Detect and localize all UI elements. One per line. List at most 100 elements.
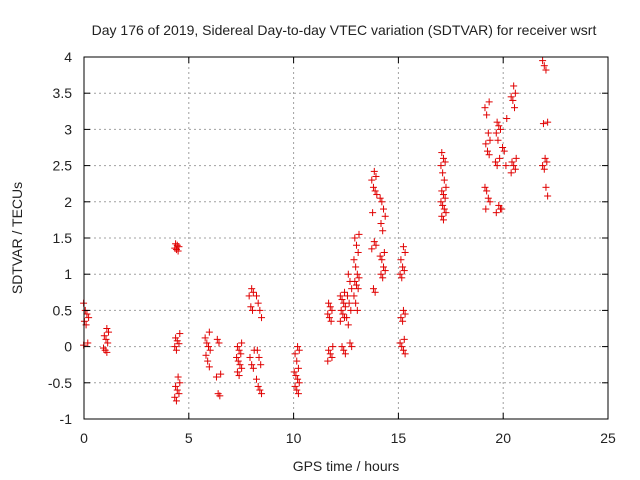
- data-point: [256, 386, 264, 394]
- data-point: [100, 332, 108, 340]
- data-point: [206, 346, 214, 354]
- data-point: [102, 335, 110, 343]
- data-point: [248, 361, 256, 369]
- data-point: [338, 343, 346, 351]
- y-tick-label: 1.5: [53, 230, 73, 246]
- data-point: [482, 140, 490, 148]
- data-point: [380, 248, 388, 256]
- data-point: [512, 154, 520, 162]
- grid-lines: [84, 57, 608, 419]
- data-point: [172, 334, 180, 342]
- data-point: [543, 158, 551, 166]
- data-point: [399, 263, 407, 271]
- data-point: [441, 194, 449, 202]
- data-point: [294, 343, 302, 351]
- data-point: [401, 248, 409, 256]
- data-point: [172, 240, 180, 248]
- data-point: [249, 364, 257, 372]
- data-point: [345, 299, 353, 307]
- data-point: [237, 350, 245, 358]
- data-point: [352, 241, 360, 249]
- y-tick-label: 3: [64, 121, 72, 137]
- data-point: [172, 397, 180, 405]
- data-point: [353, 306, 361, 314]
- y-axis-tick-labels: -1 -0.5 0 0.5 1 1.5 2 2.5 3 3.5 4: [48, 49, 72, 427]
- data-point: [238, 364, 246, 372]
- data-point: [341, 303, 349, 311]
- data-point: [205, 328, 213, 336]
- data-point: [499, 144, 507, 151]
- data-point: [343, 314, 351, 322]
- data-point: [295, 346, 303, 354]
- data-point: [496, 125, 504, 133]
- data-point: [483, 147, 491, 155]
- data-point: [355, 274, 363, 282]
- data-point: [503, 115, 511, 123]
- data-point: [292, 372, 300, 380]
- data-point: [442, 183, 450, 191]
- data-point: [327, 317, 335, 325]
- data-point: [438, 149, 446, 157]
- data-point: [399, 317, 407, 325]
- data-point: [539, 57, 547, 65]
- data-point: [493, 118, 501, 126]
- data-point: [379, 227, 387, 235]
- data-point: [173, 386, 181, 394]
- data-point: [397, 256, 405, 264]
- data-point: [378, 198, 386, 206]
- data-point: [256, 306, 264, 314]
- data-point: [486, 136, 494, 144]
- data-point: [498, 205, 506, 213]
- data-point: [103, 325, 111, 332]
- x-axis-tick-labels: 0 5 10 15 20 25: [80, 430, 616, 446]
- data-point: [235, 346, 243, 354]
- data-point: [369, 209, 377, 217]
- data-point: [370, 167, 378, 175]
- data-point: [500, 147, 508, 155]
- data-point: [485, 98, 493, 106]
- data-point: [439, 191, 447, 199]
- data-point: [203, 339, 211, 347]
- y-tick-label: 0: [64, 339, 72, 355]
- data-point: [399, 346, 407, 354]
- y-tick-label: 2: [64, 194, 72, 210]
- data-point: [344, 270, 352, 278]
- data-point: [369, 183, 377, 191]
- data-point: [376, 252, 384, 260]
- data-point: [350, 256, 358, 264]
- data-point: [253, 292, 261, 300]
- data-point: [544, 192, 552, 200]
- data-point: [484, 194, 492, 202]
- chart-title: Day 176 of 2019, Sidereal Day-to-day VTE…: [92, 22, 597, 38]
- y-tick-label: 0.5: [53, 302, 73, 318]
- data-point: [336, 317, 344, 325]
- data-point: [440, 205, 448, 213]
- data-points: [80, 57, 552, 405]
- y-tick-label: 2.5: [53, 158, 73, 174]
- data-point: [295, 379, 303, 387]
- data-point: [236, 361, 244, 369]
- data-point: [484, 129, 492, 137]
- data-point: [508, 158, 516, 166]
- data-point: [171, 343, 179, 351]
- data-point: [381, 267, 389, 275]
- data-point: [176, 330, 184, 338]
- data-point: [491, 158, 499, 166]
- data-point: [352, 263, 360, 271]
- data-point: [377, 270, 385, 278]
- data-point: [354, 248, 362, 256]
- x-tick-label: 20: [495, 430, 511, 446]
- data-point: [370, 238, 378, 246]
- data-point: [400, 267, 408, 275]
- data-point: [486, 198, 494, 206]
- y-tick-label: -0.5: [48, 375, 72, 391]
- data-point: [376, 194, 384, 202]
- data-point: [355, 230, 363, 238]
- data-point: [293, 386, 301, 394]
- data-point: [174, 373, 182, 381]
- data-point: [439, 201, 447, 209]
- data-point: [351, 277, 359, 285]
- data-point: [172, 346, 180, 354]
- data-point: [171, 244, 179, 252]
